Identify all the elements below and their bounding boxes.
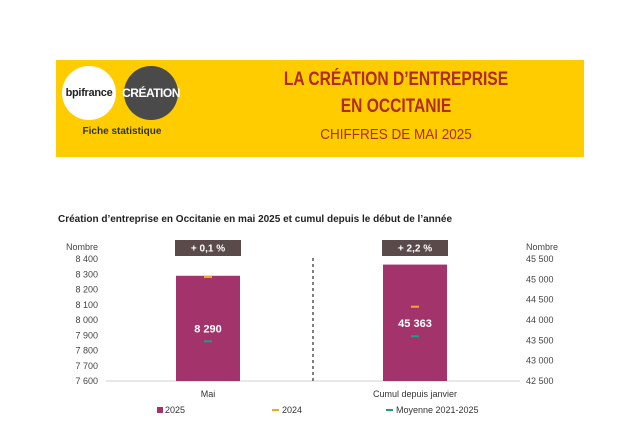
bpifrance-logo: bpifrance — [62, 66, 116, 120]
left-tick-label: 8 000 — [75, 315, 98, 325]
page-title-line2: EN OCCITANIE — [340, 96, 452, 117]
fiche-statistique-label: Fiche statistique — [82, 126, 162, 137]
right-tick-label: 45 000 — [526, 274, 554, 284]
bar-2025-2 — [383, 264, 447, 381]
left-tick-label: 8 300 — [75, 269, 98, 279]
bar-value-label: 45 363 — [398, 318, 432, 330]
page-title-period: CHIFFRES DE MAI 2025 — [320, 126, 472, 143]
legend-label-average: Moyenne 2021-2025 — [396, 405, 479, 415]
pct-change-label: + 2,2 % — [398, 244, 432, 255]
creation-logo-text: CRÉATION — [122, 86, 180, 100]
right-tick-label: 44 500 — [526, 295, 554, 305]
right-tick-label: 42 500 — [526, 376, 554, 386]
left-axis-title: Nombre — [66, 242, 98, 252]
left-tick-label: 7 700 — [75, 361, 98, 371]
creation-logo: CRÉATION — [122, 66, 180, 120]
bar-value-label: 8 290 — [194, 323, 222, 335]
left-tick-label: 7 900 — [75, 330, 98, 340]
right-tick-label: 43 500 — [526, 335, 554, 345]
left-tick-label: 8 200 — [75, 285, 98, 295]
bar-2025-1 — [176, 275, 240, 381]
right-tick-label: 45 500 — [526, 254, 554, 264]
header-banner: bpifrance CRÉATION Fiche statistique LA … — [56, 60, 584, 157]
chart-title: Création d’entreprise en Occitanie en ma… — [58, 214, 453, 225]
left-tick-label: 8 400 — [75, 254, 98, 264]
bpifrance-logo-text: bpifrance — [65, 87, 113, 99]
category-label: Mai — [201, 389, 216, 399]
pct-change-label: + 0,1 % — [191, 244, 225, 255]
category-label: Cumul depuis janvier — [373, 389, 457, 399]
left-tick-label: 8 100 — [75, 300, 98, 310]
right-tick-label: 43 000 — [526, 356, 554, 366]
right-axis-title: Nombre — [526, 242, 558, 252]
page-title-line1: LA CRÉATION D’ENTREPRISE — [283, 69, 509, 90]
pct-badge-2 — [382, 240, 448, 256]
legend-label-2024: 2024 — [282, 405, 302, 415]
legend-label-2025: 2025 — [165, 405, 185, 415]
legend-swatch-2025 — [157, 407, 163, 413]
pct-badge-1 — [175, 240, 241, 256]
left-tick-label: 7 600 — [75, 376, 98, 386]
right-tick-label: 44 000 — [526, 315, 554, 325]
left-tick-label: 7 800 — [75, 346, 98, 356]
